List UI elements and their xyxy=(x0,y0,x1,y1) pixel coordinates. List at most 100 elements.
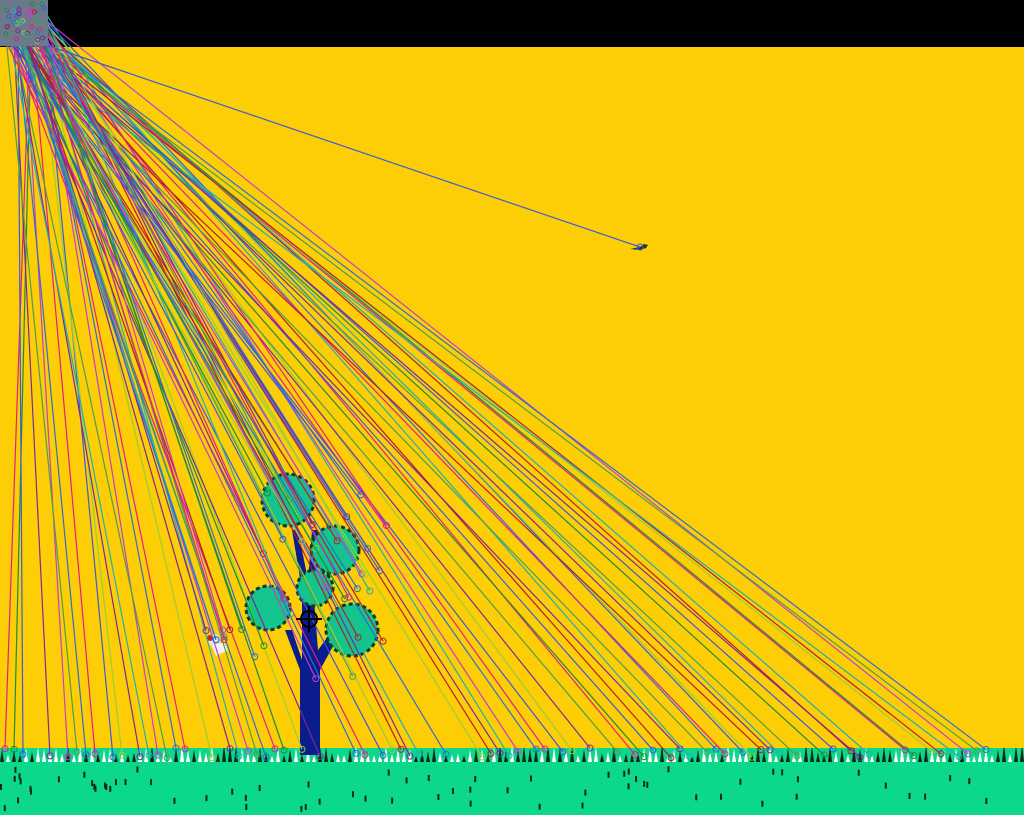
grass-blade xyxy=(94,785,97,792)
grass-blade xyxy=(627,768,630,775)
thumbnail-keypoint xyxy=(31,9,37,15)
flying-duck-icon[interactable] xyxy=(628,242,650,252)
grass-blade xyxy=(884,782,887,789)
grass-tuft xyxy=(486,754,490,762)
grass-blade xyxy=(13,775,16,782)
grass-blade xyxy=(623,770,626,777)
grass-blade xyxy=(244,794,247,801)
grass-blade xyxy=(427,774,430,781)
thumbnail-keypoint xyxy=(35,37,41,43)
thumbnail-keypoint xyxy=(15,28,21,34)
grass-blade xyxy=(627,783,630,790)
grass-blade xyxy=(307,781,310,788)
grass-tuft xyxy=(990,754,994,762)
grass-blade xyxy=(351,791,354,798)
thumbnail-keypoint xyxy=(23,32,29,38)
grass-blade xyxy=(57,776,60,783)
grass-tuft xyxy=(450,754,454,762)
grass-tuft xyxy=(72,754,76,762)
grass-tuft xyxy=(342,754,346,762)
reference-thumbnail-icon xyxy=(0,0,48,46)
grass-blade xyxy=(245,803,248,810)
grass-blade xyxy=(643,780,646,787)
sky-background[interactable] xyxy=(0,47,1024,815)
grass-tuft xyxy=(1020,748,1024,762)
thumbnail-keypoint xyxy=(11,19,17,25)
grass-blade xyxy=(103,782,106,789)
grass-blade xyxy=(720,793,723,800)
grass-tuft xyxy=(18,754,22,762)
grass-blade xyxy=(387,769,390,776)
grass-ground xyxy=(0,748,1024,815)
dog-nose xyxy=(207,635,213,641)
duck-body xyxy=(630,244,648,250)
grass-blade xyxy=(150,779,153,786)
grass-tuft xyxy=(972,755,976,762)
grass-blade xyxy=(538,803,541,810)
grass-blade xyxy=(109,785,112,792)
thumbnail-keypoint xyxy=(41,5,47,11)
grass-blade xyxy=(364,795,367,802)
grass-tuft xyxy=(984,748,988,762)
grass-blade xyxy=(795,793,798,800)
grass-blade xyxy=(635,775,638,782)
thumbnail-keypoint xyxy=(17,20,23,26)
grass-blade xyxy=(469,800,472,807)
grass-tuft xyxy=(774,754,778,762)
thumbnail-keypoint xyxy=(13,36,19,42)
thumbnail-keypoint xyxy=(14,20,20,26)
grass-tuft xyxy=(618,755,622,762)
grass-tuft xyxy=(870,754,874,762)
thumbnail-keypoint xyxy=(6,13,12,19)
grass-blade xyxy=(318,798,321,805)
grass-blade xyxy=(437,794,440,801)
grass-blade xyxy=(739,778,742,785)
grass-blade xyxy=(91,780,94,787)
grass-tuft xyxy=(906,752,910,762)
grass-blade xyxy=(3,805,6,812)
grass-blade xyxy=(391,797,394,804)
grass-blade xyxy=(968,778,971,785)
grass-blade xyxy=(584,789,587,796)
grass-blade xyxy=(857,769,860,776)
thumbnail-keypoint xyxy=(26,7,32,13)
grass-blade xyxy=(474,776,477,783)
grass-blade xyxy=(924,793,927,800)
grass-tuft xyxy=(462,755,466,762)
grass-tuft xyxy=(126,754,130,762)
thumbnail-keypoint xyxy=(23,12,29,18)
grass-tuft xyxy=(270,755,274,762)
grass-blade xyxy=(695,794,698,801)
grass-blade xyxy=(451,787,454,794)
grass-tuft xyxy=(978,749,982,762)
grass-blade xyxy=(114,779,117,786)
grass-tuft xyxy=(444,754,448,762)
grass-blade xyxy=(761,800,764,807)
grass-tuft xyxy=(948,752,952,762)
grass-blade xyxy=(949,775,952,782)
grass-blade xyxy=(469,786,472,793)
grass-blade xyxy=(231,788,234,795)
grass-tuft xyxy=(312,755,316,762)
grass-tuft xyxy=(720,754,724,762)
tree-foliage xyxy=(295,568,335,608)
grass-blade xyxy=(667,766,670,773)
grass-tuft xyxy=(282,754,286,762)
grass-tuft xyxy=(1002,748,1006,762)
grass-blade xyxy=(796,776,799,783)
thumbnail-keypoint xyxy=(15,5,21,11)
grass-blade xyxy=(646,781,649,788)
grass-tuft xyxy=(0,749,4,762)
thumbnail-keypoint xyxy=(28,24,34,30)
grass-tuft xyxy=(300,754,304,762)
grass-blade xyxy=(258,784,261,791)
thumbnail-keypoint xyxy=(40,35,46,41)
grass-blade xyxy=(14,766,17,773)
grass-blade xyxy=(93,783,96,790)
grass-blade xyxy=(29,788,32,795)
thumbnail-keypoint xyxy=(29,2,35,8)
grass-tuft xyxy=(996,749,1000,762)
grass-blade xyxy=(506,787,509,794)
thumbnail-keypoint xyxy=(4,24,10,30)
